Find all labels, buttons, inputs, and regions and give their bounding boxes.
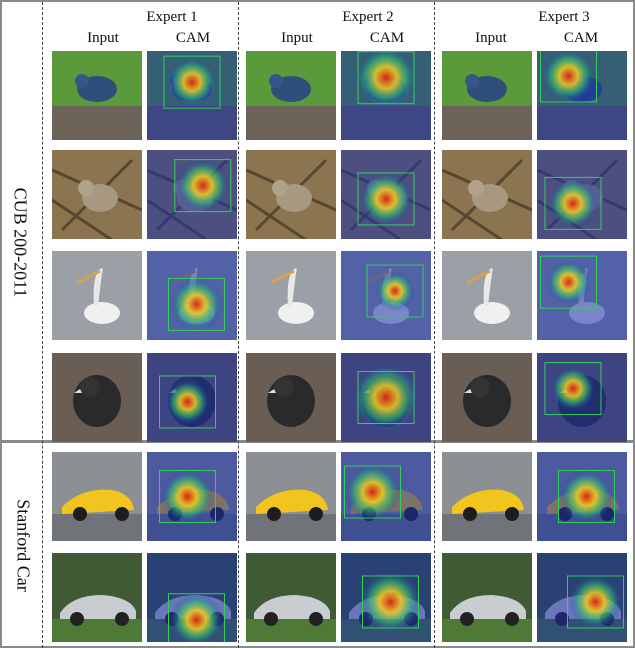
cam-heatmap-image	[147, 251, 237, 340]
cam-heatmap-image	[147, 553, 237, 642]
input-photo-image	[52, 452, 142, 541]
column-divider	[42, 2, 43, 648]
input-photo-image	[246, 251, 336, 340]
input-photo-image	[246, 452, 336, 541]
cam-column-header: CAM	[563, 30, 599, 46]
cam-heatmap-image	[341, 51, 431, 140]
cam-heatmap-image	[341, 452, 431, 541]
input-photo-image	[442, 452, 532, 541]
input-photo-image	[52, 150, 142, 239]
cam-heatmap-image	[537, 251, 627, 340]
cam-heatmap-image	[147, 150, 237, 239]
expert-1-header: Expert 1	[146, 9, 198, 25]
cam-heatmap-image	[537, 51, 627, 140]
input-photo-image	[442, 553, 532, 642]
input-photo-image	[442, 51, 532, 140]
cam-heatmap-image	[537, 150, 627, 239]
input-column-header: Input	[87, 30, 119, 46]
input-photo-image	[246, 553, 336, 642]
cam-heatmap-image	[341, 150, 431, 239]
cam-column-header: CAM	[369, 30, 405, 46]
cam-heatmap-image	[147, 51, 237, 140]
input-photo-image	[52, 51, 142, 140]
input-photo-image	[442, 353, 532, 442]
input-photo-image	[52, 251, 142, 340]
column-divider	[238, 2, 239, 648]
dataset-label-cars: Stanford Car	[13, 499, 34, 592]
cam-heatmap-image	[341, 251, 431, 340]
dataset-label-cub: CUB 200-2011	[10, 187, 31, 298]
cam-heatmap-image	[537, 553, 627, 642]
input-photo-image	[246, 150, 336, 239]
input-photo-image	[52, 553, 142, 642]
input-photo-image	[52, 353, 142, 442]
cam-heatmap-image	[147, 353, 237, 442]
expert-2-header: Expert 2	[342, 9, 394, 25]
input-photo-image	[246, 353, 336, 442]
expert-3-header: Expert 3	[538, 9, 590, 25]
cam-heatmap-image	[537, 353, 627, 442]
cam-column-header: CAM	[175, 30, 211, 46]
cam-heatmap-image	[341, 353, 431, 442]
input-photo-image	[442, 251, 532, 340]
input-column-header: Input	[281, 30, 313, 46]
input-photo-image	[246, 51, 336, 140]
column-divider	[434, 2, 435, 648]
input-column-header: Input	[475, 30, 507, 46]
cam-heatmap-image	[147, 452, 237, 541]
cam-heatmap-image	[341, 553, 431, 642]
cam-heatmap-image	[537, 452, 627, 541]
input-photo-image	[442, 150, 532, 239]
